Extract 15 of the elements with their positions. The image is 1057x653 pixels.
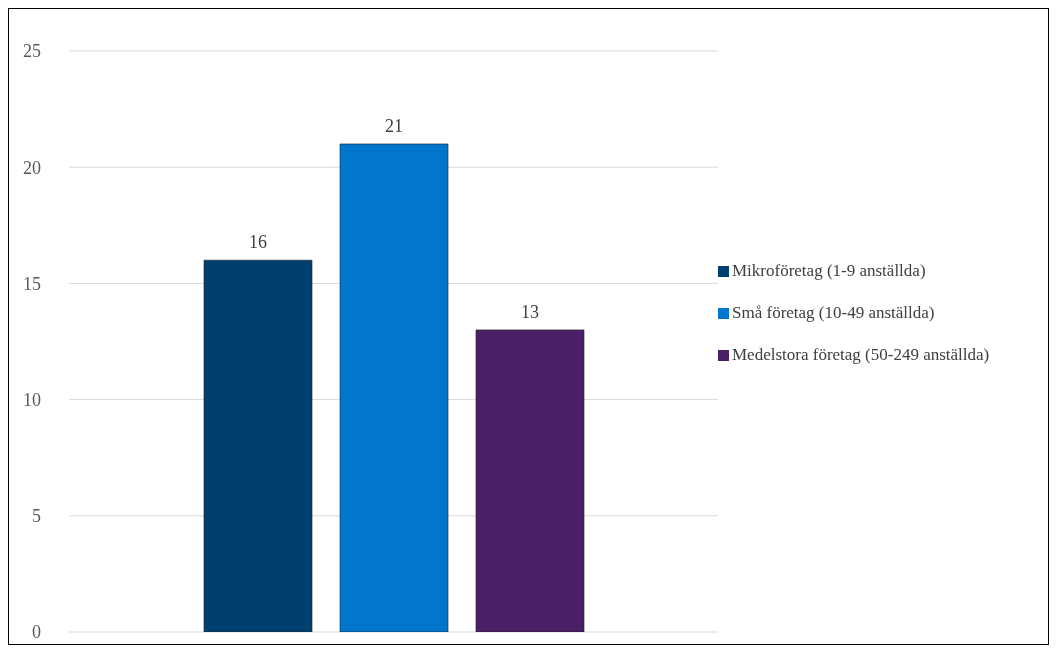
legend-label: Små företag (10-49 anställda) (732, 303, 936, 323)
data-label: 21 (385, 115, 403, 136)
y-tick-label: 20 (23, 157, 41, 178)
legend-label: Mikroföretag (1-9 anställda) (732, 261, 927, 281)
bar (203, 259, 313, 632)
y-tick-label: 25 (23, 41, 41, 62)
y-tick-label: 0 (32, 622, 41, 643)
legend-label: Medelstora företag (50-249 anställda) (732, 345, 991, 365)
data-label: 16 (249, 232, 267, 253)
bar (339, 143, 449, 632)
y-tick-label: 10 (23, 389, 41, 410)
bar (475, 329, 585, 632)
y-tick-label: 15 (23, 273, 41, 294)
data-label: 13 (521, 301, 539, 322)
y-tick-label: 5 (32, 506, 41, 527)
